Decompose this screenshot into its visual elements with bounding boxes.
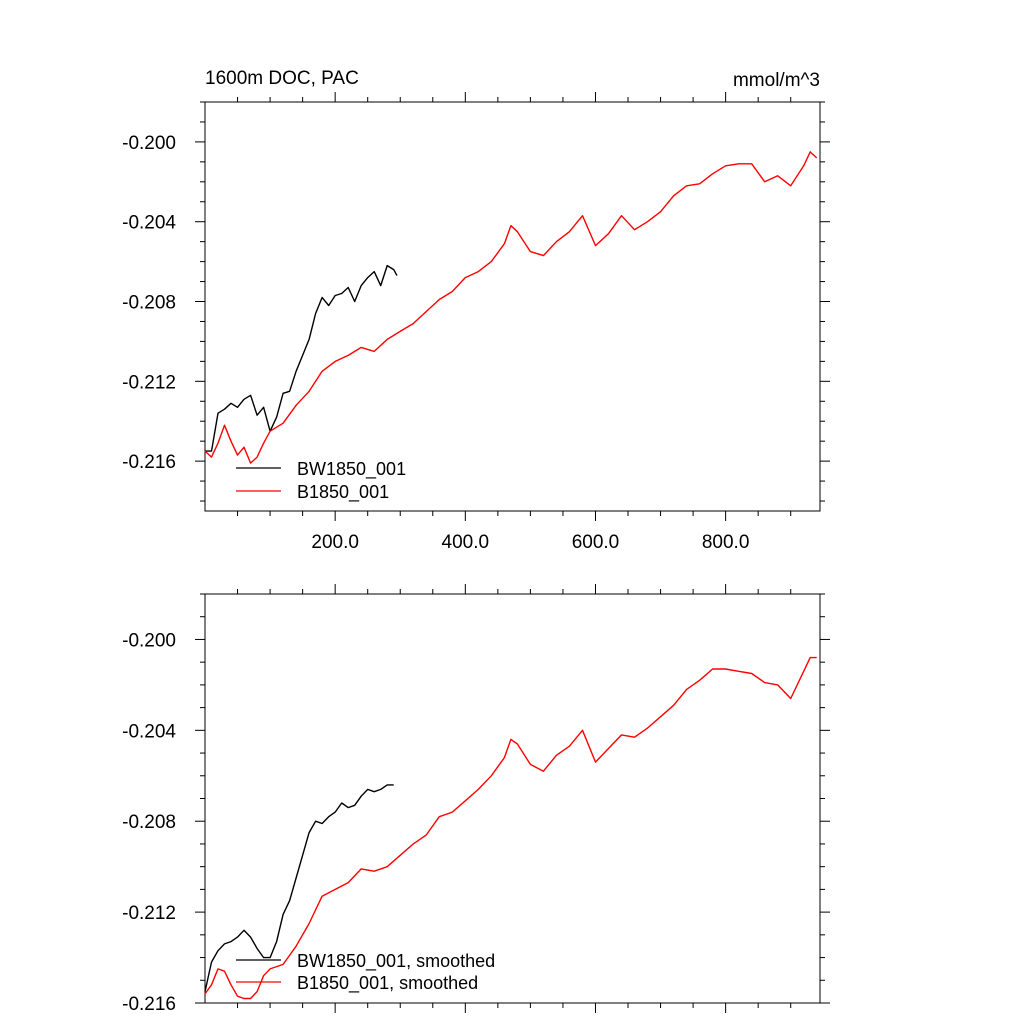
bottom-panel: -0.200 -0.204 -0.208 -0.212 -0.216 BW1850_00…: [122, 584, 830, 1015]
bottom-ytick-label: -0.212: [122, 903, 176, 924]
top-axis-ticks: 200.0 400.0 600.0 800.0 -0.200 -0.204 -0.208 -0…: [122, 92, 830, 553]
top-title: 1600m DOC, PAC: [205, 68, 359, 89]
top-xtick-label: 800.0: [702, 532, 750, 553]
bottom-ytick-label: -0.200: [122, 630, 176, 651]
top-plot-frame: [204, 101, 821, 512]
bottom-legend-label-bw1850: BW1850_001, smoothed: [297, 951, 495, 972]
top-legend-label-bw1850: BW1850_001: [297, 459, 406, 480]
top-ytick-label: -0.216: [122, 452, 176, 473]
bottom-series-group: [204, 656, 817, 1000]
bottom-axis-ticks: -0.200 -0.204 -0.208 -0.212 -0.216: [122, 584, 830, 1015]
top-series-line-0: [205, 264, 398, 452]
top-legend: BW1850_001 B1850_001: [236, 459, 406, 503]
bottom-legend-label-b1850: B1850_001, smoothed: [297, 973, 478, 994]
bottom-ytick-label: -0.208: [122, 812, 176, 833]
top-ytick-label: -0.212: [122, 372, 176, 393]
top-series-group: [204, 151, 818, 464]
bottom-legend: BW1850_001, smoothed B1850_001, smoothed: [236, 951, 495, 994]
top-ytick-label: -0.200: [122, 133, 176, 154]
bottom-ytick-label: -0.204: [122, 721, 176, 742]
top-panel: 1600m DOC, PAC mmol/m^3 200.0 400.0 600.0 8…: [122, 68, 830, 553]
top-series-line-1: [204, 151, 818, 464]
bottom-ytick-label: -0.216: [122, 994, 176, 1015]
top-ytick-label: -0.208: [122, 293, 176, 314]
top-units-label: mmol/m^3: [733, 70, 820, 91]
top-xtick-label: 400.0: [442, 532, 490, 553]
bottom-series-line-0: [204, 784, 394, 992]
top-legend-label-b1850: B1850_001: [297, 482, 389, 503]
bottom-series-line-1: [204, 656, 817, 1000]
top-xtick-label: 200.0: [311, 532, 359, 553]
top-xtick-label: 600.0: [572, 532, 620, 553]
top-ytick-label: -0.204: [122, 213, 176, 234]
bottom-plot-frame: [204, 593, 821, 1004]
